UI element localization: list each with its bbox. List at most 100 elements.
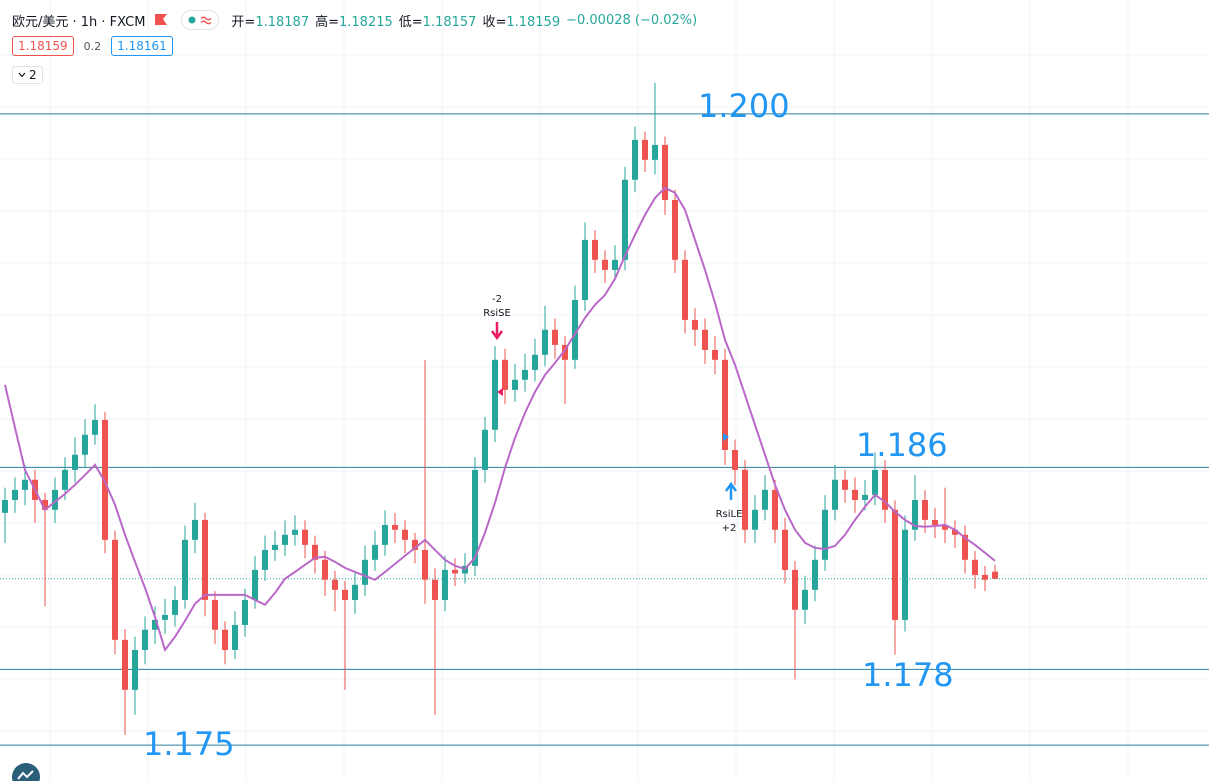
signal-name: RsiSE [483,308,511,319]
candle-body [382,524,388,545]
candle-body [182,539,188,600]
candle-body [202,519,208,600]
candle-body [552,329,558,345]
candle-body [762,489,768,510]
status-pill[interactable] [181,10,220,30]
candle-body [332,579,338,590]
signal-name: RsiLE [716,509,743,520]
candle-body [832,479,838,510]
ohlc-label: 低= [398,14,423,30]
candle-body [112,539,118,640]
candle-body [492,359,498,430]
buy-button[interactable]: 1.18161 [111,36,173,56]
ohlc-label: 高= [315,14,339,30]
level-label: 1.200 [698,87,790,125]
candle-body [972,559,978,575]
ohlc: 开=1.18187 高=1.18215 低=1.18157 收=1.18159 [231,11,566,30]
candle-body [12,489,18,500]
candle-body [842,479,848,490]
flag-icon[interactable] [153,13,169,27]
candle-body [532,354,538,370]
symbol[interactable]: 欧元/美元 · 1h · FXCM [12,14,146,30]
candle-body [642,139,648,160]
candle-body [612,259,618,270]
candle-body [982,574,988,580]
indicator-count: 2 [29,68,37,82]
change: −0.00028 (−0.02%) [566,12,698,28]
candle-body [432,579,438,600]
ohlc-label: 收= [482,14,507,30]
candle-body [702,329,708,350]
candle-body [772,489,778,530]
candle-body [272,544,278,550]
candle-body [452,569,458,574]
candle-body [322,559,328,580]
signal-qty: -2 [492,294,502,305]
candle-body [812,559,818,590]
candle-body [22,479,28,490]
candle-body [512,379,518,390]
candle-body [632,139,638,180]
sell-button[interactable]: 1.18159 [12,36,74,56]
candle-body [682,259,688,320]
trade-row: 1.18159 0.2 1.18161 [12,36,173,56]
legend-row: 欧元/美元 · 1h · FXCM 开=1.18187 高=1.18215 低=1.… [12,10,697,30]
candle-body [932,519,938,525]
badge-icon [17,770,34,780]
candle-body [922,499,928,520]
ohlc-value: 1.18157 [422,14,477,30]
candle-body [132,649,138,690]
candle-body [992,571,998,579]
chevron [18,72,26,78]
indicator-row: 2 [12,66,43,84]
candle-body [562,344,568,360]
candle-body [62,469,68,490]
candle-body [852,489,858,500]
signal-arrow [724,481,738,500]
candle-body [312,544,318,560]
candle-body [822,509,828,560]
candle-body [692,319,698,330]
candle-body [592,239,598,260]
level-label: 1.175 [143,725,235,763]
candle-body [262,549,268,570]
collapse-button[interactable]: 2 [12,66,43,84]
candle-body [372,544,378,560]
candle-body [442,569,448,600]
candle-body [802,589,808,610]
candle-body [232,624,238,650]
candle-body [732,449,738,470]
candle-body [342,589,348,600]
candle-body [652,144,658,160]
candle-body [212,599,218,630]
candle-body [902,529,908,620]
candle-body [172,599,178,615]
candle-body [572,299,578,360]
candle-body [242,599,248,625]
ohlc-value: 1.18187 [255,14,310,30]
candle-body [482,429,488,470]
candle-body [792,569,798,610]
candle-body [2,499,8,513]
candle-body [472,469,478,566]
candle-body [672,199,678,260]
candle-body [952,529,958,535]
candle-body [422,549,428,580]
candle-body [92,419,98,435]
candle-body [392,524,398,530]
candle-body [622,179,628,260]
ohlc-value: 1.18159 [506,14,561,30]
candle-body [712,349,718,360]
badge [12,763,40,781]
level-label: 1.178 [862,656,954,694]
status-dot [188,16,196,24]
candle-body [282,534,288,545]
candle-body [122,639,128,690]
candle-body [352,584,358,600]
wave-icon [200,16,212,25]
candle-body [882,469,888,510]
candle-body [782,529,788,570]
signal-marker [497,388,503,396]
candle-body [752,509,758,530]
